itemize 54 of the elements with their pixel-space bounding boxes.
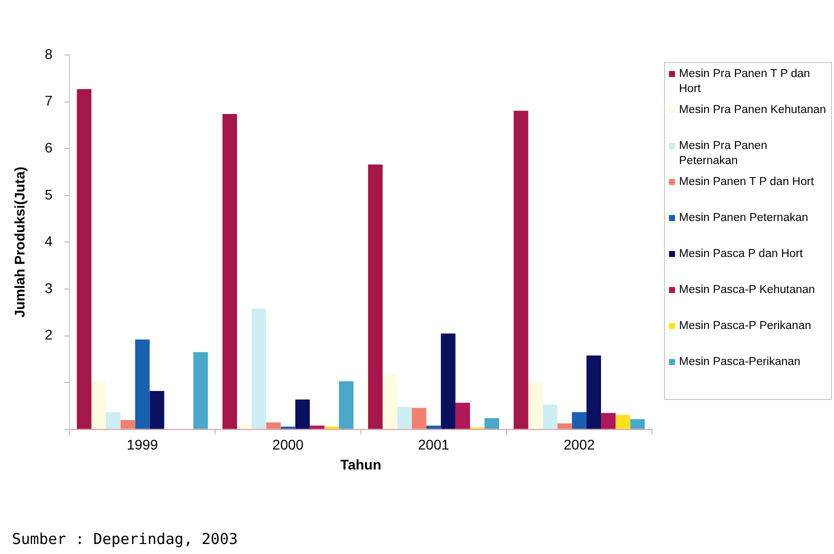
y-tick-label: 8: [44, 46, 53, 62]
bar: [91, 381, 106, 429]
legend-label: Mesin Pasca-P Perikanan: [679, 319, 812, 334]
bar: [601, 413, 616, 429]
bar: [397, 406, 412, 429]
bar: [557, 423, 572, 429]
bar: [586, 355, 602, 429]
bar: [528, 382, 543, 429]
bar: [135, 340, 150, 429]
bar: [382, 374, 398, 429]
legend-label: Mesin Pra Panen T P dan Hort: [679, 67, 812, 97]
y-tick-label: 3: [44, 280, 53, 296]
bar: [440, 333, 456, 429]
bar: [193, 352, 208, 429]
bar: [252, 308, 266, 429]
bar: [106, 412, 121, 429]
bar: [630, 419, 645, 429]
bar: [616, 414, 630, 429]
x-tick-label: 2000: [272, 436, 304, 453]
x-axis-title: Tahun: [340, 456, 382, 472]
y-tick-label: 6: [44, 139, 53, 156]
legend-label: Mesin Panen T P dan Hort: [679, 175, 814, 190]
y-tick-label: 5: [44, 186, 53, 202]
bar: [150, 391, 164, 429]
bar: [542, 404, 558, 429]
bar: [120, 420, 136, 429]
y-tick-label: 4: [44, 233, 53, 250]
legend-label: Mesin Panen Peternakan: [679, 211, 808, 226]
bar: [338, 381, 354, 429]
x-tick-label: 2001: [418, 436, 450, 453]
y-axis-title: Jumlah Produksi(Juta): [11, 166, 28, 318]
y-tick-label: 7: [44, 92, 53, 109]
legend-label: Mesin Pra Panen Peternakan: [679, 139, 768, 169]
bar: [237, 424, 252, 429]
bar: [76, 89, 92, 429]
bar: [426, 426, 441, 429]
x-tick-label: 2002: [564, 436, 595, 453]
bar: [266, 422, 281, 429]
legend-label: Mesin Pra Panen Kehutanan: [679, 103, 826, 118]
bar: [222, 114, 238, 429]
bar: [455, 402, 470, 429]
legend-label: Mesin Pasca P dan Hort: [679, 247, 803, 262]
y-tick-label: 2: [44, 326, 53, 343]
bar: [368, 164, 383, 429]
bar: [484, 418, 500, 429]
bar: [572, 412, 586, 429]
x-tick-label: 1999: [126, 436, 158, 453]
bar: [514, 110, 528, 429]
text: Sumber : Deperindag, 2003: [12, 530, 238, 548]
legend-label: Mesin Pasca-P Kehutanan: [679, 283, 815, 298]
bar: [412, 408, 426, 429]
bar: [295, 399, 310, 429]
bar: [310, 426, 324, 429]
legend-label: Mesin Pasca-Perikanan: [679, 355, 800, 370]
